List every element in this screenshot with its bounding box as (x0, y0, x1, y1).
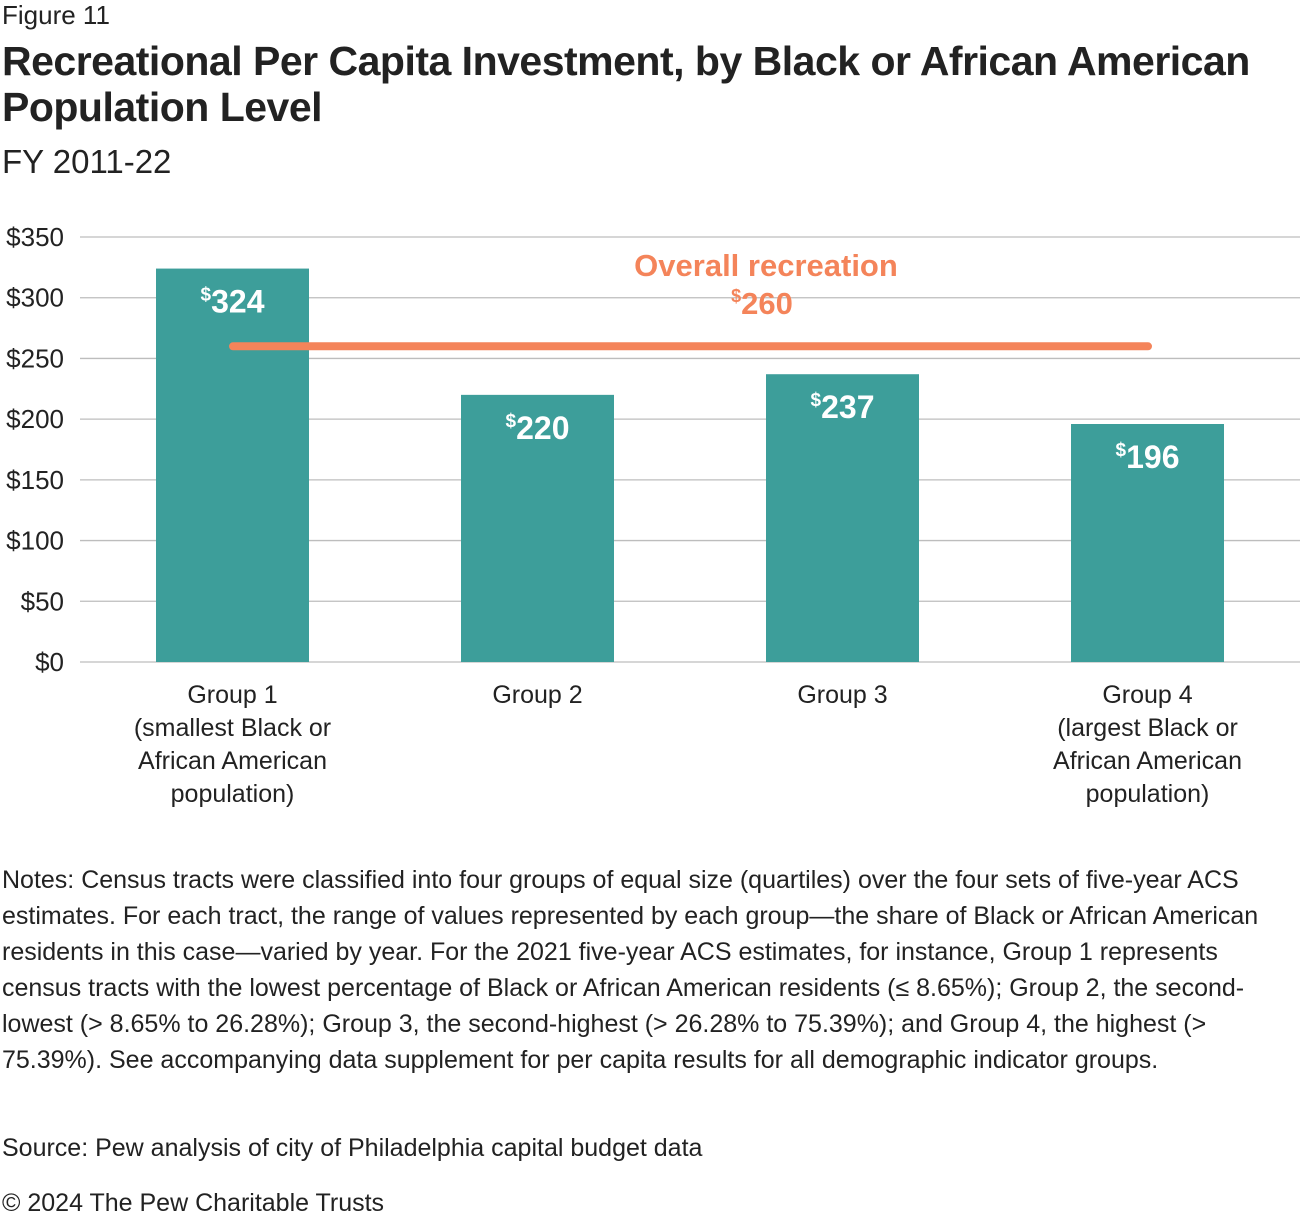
x-tick-label: Group 4 (largest Black or African American… (1053, 681, 1242, 808)
bar (766, 374, 919, 662)
y-tick-label: $350 (6, 222, 64, 252)
bar (461, 394, 614, 662)
y-tick-label: $150 (6, 465, 64, 495)
x-tick-label: Group 3 (797, 681, 888, 709)
chart-title: Recreational Per Capita Investment, by B… (2, 38, 1250, 130)
reference-value: $260 (731, 286, 793, 321)
copyright: © 2024 The Pew Charitable Trusts (2, 1189, 385, 1217)
y-tick-label: $50 (21, 586, 64, 616)
y-tick-label: $300 (6, 283, 64, 313)
reference-label: Overall recreation (634, 248, 898, 283)
y-tick-label: $200 (6, 404, 64, 434)
data-label: $324 (201, 284, 265, 320)
data-label: $237 (811, 389, 875, 425)
data-label: $220 (506, 410, 570, 446)
figure-label: Figure 11 (2, 0, 110, 30)
source: Source: Pew analysis of city of Philadel… (2, 1134, 703, 1162)
chart-subtitle: FY 2011-22 (2, 143, 172, 180)
bar (156, 268, 309, 662)
bar (1071, 424, 1224, 662)
data-label: $196 (1116, 439, 1180, 475)
y-tick-label: $250 (6, 343, 64, 373)
y-tick-label: $0 (35, 647, 64, 677)
bar-chart: $0 $50 $100 $150 $200 $250 $300 $350 $324 $220 $23… (6, 222, 1300, 677)
y-tick-label: $100 (6, 526, 64, 556)
notes: Notes: Census tracts were classified int… (2, 866, 1259, 1074)
x-tick-label: Group 1 (smallest Black or African America… (133, 681, 332, 808)
x-tick-label: Group 2 (492, 681, 583, 709)
